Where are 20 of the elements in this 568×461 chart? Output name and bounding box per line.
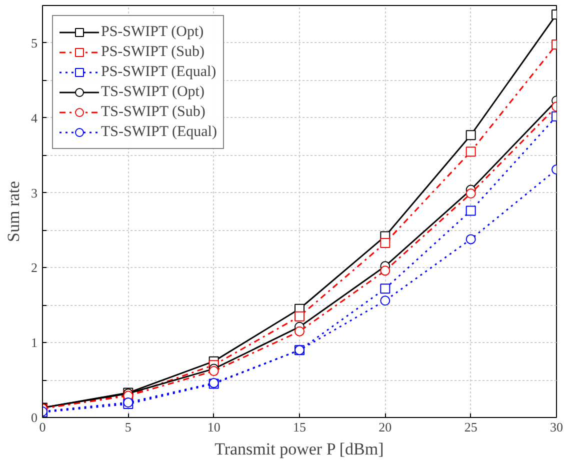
- y-tick-label: 0: [31, 410, 38, 425]
- x-tick-label: 25: [464, 420, 478, 434]
- legend-label: TS-SWIPT (Sub): [101, 104, 206, 120]
- y-tick-label: 4: [31, 110, 38, 126]
- x-tick-label: 20: [378, 420, 392, 434]
- y-axis-title: Sum rate: [4, 181, 23, 242]
- y-tick-label: 5: [31, 35, 38, 50]
- legend-label: PS-SWIPT (Opt): [101, 24, 204, 40]
- x-tick-label: 30: [550, 420, 563, 434]
- legend-label: PS-SWIPT (Equal): [101, 64, 216, 80]
- x-tick-label: 15: [293, 420, 306, 434]
- y-tick-label: 2: [31, 260, 38, 276]
- x-tick-label: 5: [124, 420, 132, 434]
- legend-label: TS-SWIPT (Equal): [101, 124, 217, 140]
- legend-label: PS-SWIPT (Sub): [101, 44, 204, 60]
- y-tick-label: 3: [31, 185, 38, 200]
- x-axis-title: Transmit power P [dBm]: [214, 440, 384, 458]
- legend-label: TS-SWIPT (Opt): [101, 84, 204, 100]
- y-tick-label: 1: [31, 335, 38, 350]
- x-tick-label: 10: [207, 420, 220, 434]
